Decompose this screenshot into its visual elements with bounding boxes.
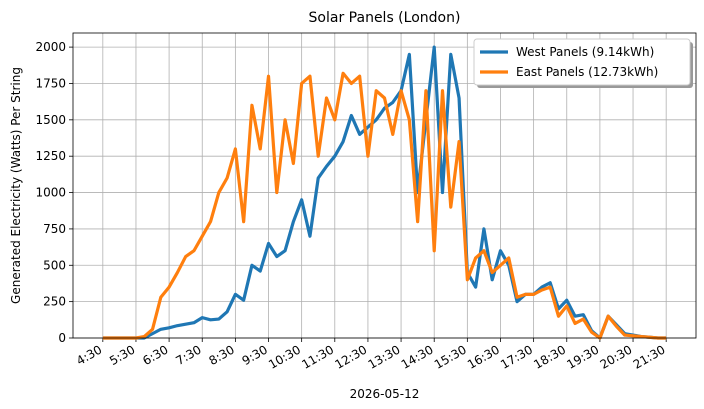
series-line <box>102 45 667 340</box>
y-tick-label: 1000 <box>35 186 66 200</box>
x-tick-label: 16:30 <box>465 342 502 371</box>
x-tick-label: 6:30 <box>140 342 170 368</box>
x-tick-label: 17:30 <box>498 342 535 371</box>
legend-box <box>473 38 691 86</box>
x-tick-label: 19:30 <box>564 342 601 371</box>
y-tick-label: 750 <box>43 222 66 236</box>
legend-label: East Panels (12.73kWh) <box>516 65 658 79</box>
x-tick-label: 13:30 <box>366 342 403 371</box>
x-tick-label: 5:30 <box>107 342 137 368</box>
x-tick-label: 20:30 <box>598 342 635 371</box>
legend-label: West Panels (9.14kWh) <box>516 45 654 59</box>
x-tick-label: 14:30 <box>399 342 436 371</box>
chart-title: Solar Panels (London) <box>309 10 461 26</box>
x-tick-label: 11:30 <box>299 342 336 371</box>
y-tick-label: 1250 <box>35 149 66 163</box>
x-tick-label: 4:30 <box>74 342 104 368</box>
y-tick-label: 1750 <box>35 76 66 90</box>
x-axis-label: 2026-05-12 <box>350 387 420 401</box>
y-tick-label: 2000 <box>35 40 66 54</box>
x-tick-label: 7:30 <box>173 342 203 368</box>
x-tick-label: 9:30 <box>240 342 270 368</box>
x-tick-label: 15:30 <box>432 342 469 371</box>
x-tick-label: 8:30 <box>207 342 237 368</box>
plot-frame <box>72 32 697 339</box>
y-tick-label: 1500 <box>35 113 66 127</box>
y-axis-label: Generated Electricity (Watts) Per String <box>9 67 23 304</box>
y-tick-label: 0 <box>58 331 66 345</box>
x-tick-label: 21:30 <box>631 342 668 371</box>
series-line <box>102 71 667 340</box>
x-tick-label: 12:30 <box>332 342 369 371</box>
y-tick-label: 500 <box>43 258 66 272</box>
x-tick-label: 18:30 <box>531 342 568 371</box>
y-tick-label: 250 <box>43 295 66 309</box>
x-tick-label: 10:30 <box>266 342 303 371</box>
